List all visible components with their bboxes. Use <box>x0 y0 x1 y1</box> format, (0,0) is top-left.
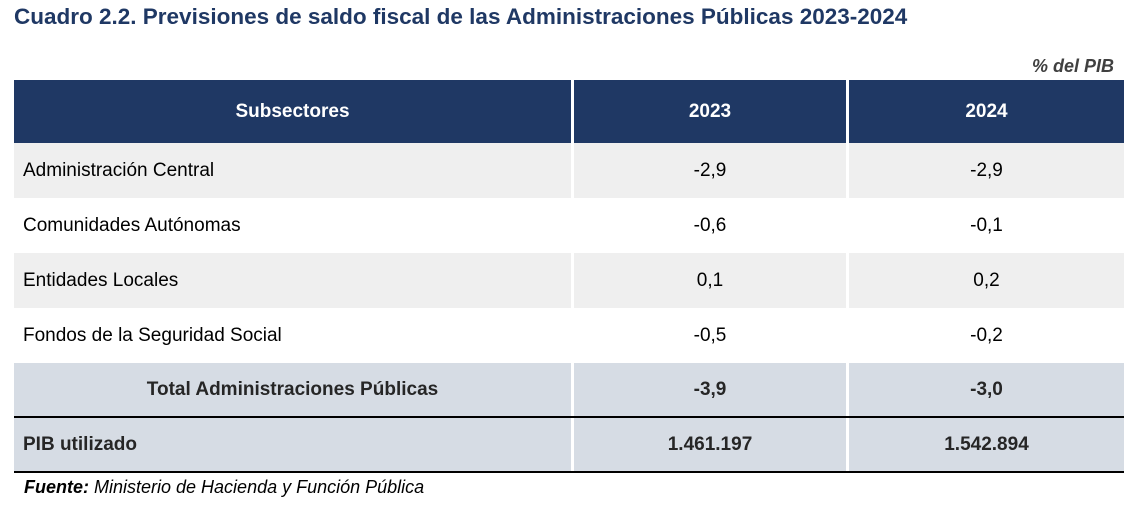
source-label: Fuente: <box>24 477 89 497</box>
total-label: Total Administraciones Públicas <box>14 363 574 416</box>
total-value-2024: -3,0 <box>970 378 1003 400</box>
row-label: Entidades Locales <box>14 253 574 308</box>
row-value-2023: -0,5 <box>574 308 849 363</box>
units-label: % del PIB <box>1031 56 1114 76</box>
total-row: Total Administraciones Públicas -3,9 -3,… <box>14 363 1124 416</box>
row-label: Fondos de la Seguridad Social <box>14 308 574 363</box>
row-label: Administración Central <box>14 143 574 198</box>
table-row: Fondos de la Seguridad Social -0,5 -0,2 <box>14 308 1124 363</box>
source-text: Ministerio de Hacienda y Función Pública <box>89 477 425 497</box>
table-row: Administración Central -2,9 -2,9 <box>14 143 1124 198</box>
header-2023: 2023 <box>574 80 849 143</box>
row-value-2023: -2,9 <box>574 143 849 198</box>
header-subsectores: Subsectores <box>14 80 574 143</box>
row-value-2024: -0,2 <box>970 324 1003 346</box>
row-label: Comunidades Autónomas <box>14 198 574 253</box>
row-value-2024: -0,1 <box>970 214 1003 236</box>
row-value-2023: 0,1 <box>574 253 849 308</box>
fiscal-balance-table: Subsectores 2023 2024 Administración Cen… <box>14 80 1124 473</box>
table-header-row: Subsectores 2023 2024 <box>14 80 1124 143</box>
table-title: Cuadro 2.2. Previsiones de saldo fiscal … <box>14 4 908 29</box>
row-value-2024: -2,9 <box>970 159 1003 181</box>
pib-value-2023: 1.461.197 <box>574 418 849 471</box>
header-2024: 2024 <box>965 100 1008 122</box>
row-value-2024: 0,2 <box>973 269 1000 291</box>
total-value-2023: -3,9 <box>574 363 849 416</box>
table-row: Comunidades Autónomas -0,6 -0,1 <box>14 198 1124 253</box>
table-row: Entidades Locales 0,1 0,2 <box>14 253 1124 308</box>
row-value-2023: -0,6 <box>574 198 849 253</box>
pib-row: PIB utilizado 1.461.197 1.542.894 <box>14 416 1124 473</box>
pib-value-2024: 1.542.894 <box>944 433 1029 455</box>
pib-label: PIB utilizado <box>14 418 574 471</box>
source-note: Fuente: Ministerio de Hacienda y Función… <box>24 477 424 498</box>
